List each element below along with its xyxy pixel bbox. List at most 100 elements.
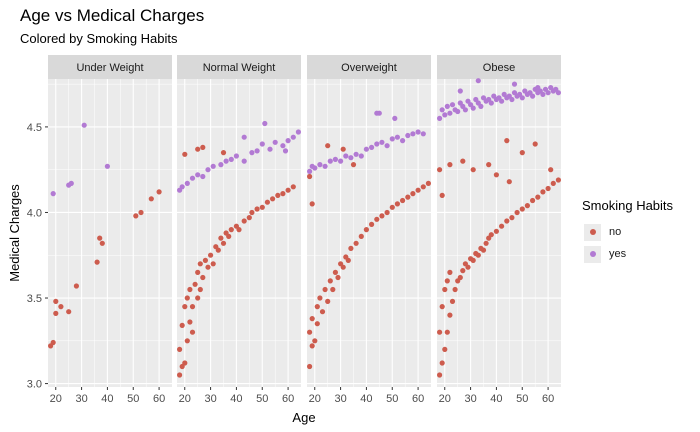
- x-tick-label: 30: [464, 393, 476, 405]
- data-point-yes: [410, 131, 416, 137]
- data-point-no: [465, 264, 471, 270]
- data-point-no: [335, 274, 341, 281]
- data-point-no: [254, 206, 260, 212]
- facet-strip: [177, 55, 301, 79]
- data-point-no: [309, 201, 315, 207]
- data-point-no: [483, 240, 489, 246]
- data-point-no: [200, 274, 206, 281]
- data-point-no: [499, 223, 505, 229]
- data-point-yes: [295, 129, 301, 135]
- data-point-no: [195, 146, 201, 152]
- data-point-yes: [81, 122, 87, 128]
- data-point-no: [327, 278, 333, 284]
- legend-item-yes: yes: [582, 243, 673, 265]
- y-tick-label: 4.0: [27, 207, 42, 219]
- legend-label-yes: yes: [609, 248, 627, 260]
- data-point-no: [488, 232, 494, 238]
- data-point-no: [369, 221, 375, 227]
- data-point-no: [548, 167, 554, 173]
- data-point-no: [309, 343, 315, 349]
- x-tick-label: 40: [101, 393, 113, 405]
- data-point-no: [410, 191, 416, 197]
- data-point-yes: [343, 153, 349, 159]
- data-point-no: [205, 264, 211, 270]
- data-point-no: [345, 257, 351, 263]
- x-tick-label: 30: [75, 393, 87, 405]
- data-point-yes: [179, 184, 185, 190]
- data-point-no: [208, 252, 214, 258]
- data-point-yes: [254, 148, 260, 154]
- legend-item-no: no: [582, 221, 673, 243]
- data-point-no: [148, 196, 154, 202]
- legend-title: Smoking Habits: [582, 198, 674, 213]
- data-point-yes: [374, 110, 380, 116]
- data-point-yes: [475, 78, 481, 84]
- data-point-no: [420, 184, 426, 190]
- data-point-no: [189, 304, 196, 310]
- data-point-no: [506, 179, 512, 185]
- data-point-no: [340, 264, 346, 270]
- data-point-no: [275, 192, 281, 198]
- x-tick-label: 30: [334, 393, 346, 405]
- facet-strip: [307, 55, 431, 79]
- data-point-no: [200, 144, 206, 150]
- data-point-yes: [439, 107, 445, 113]
- data-point-yes: [511, 81, 518, 87]
- data-point-no: [475, 252, 481, 258]
- data-point-yes: [415, 129, 421, 135]
- data-point-no: [285, 187, 291, 193]
- data-point-yes: [358, 153, 364, 159]
- data-point-yes: [444, 103, 450, 109]
- x-tick-label: 60: [153, 393, 165, 405]
- data-point-no: [264, 199, 270, 205]
- data-point-yes: [322, 163, 328, 169]
- data-point-yes: [392, 115, 398, 121]
- data-point-yes: [519, 95, 525, 101]
- data-point-no: [249, 209, 255, 216]
- data-point-no: [545, 185, 551, 192]
- data-point-no: [540, 189, 546, 195]
- data-point-no: [519, 206, 525, 212]
- data-point-no: [317, 295, 323, 301]
- x-tick-label: 50: [127, 393, 139, 405]
- data-point-yes: [353, 151, 359, 157]
- chart-title: Age vs Medical Charges: [20, 6, 205, 25]
- data-point-yes: [369, 144, 375, 150]
- data-point-yes: [442, 112, 448, 118]
- data-point-yes: [437, 115, 443, 121]
- data-point-no: [325, 298, 331, 304]
- data-point-no: [228, 227, 234, 233]
- data-point-no: [259, 204, 265, 210]
- chart-subtitle: Colored by Smoking Habits: [20, 31, 178, 46]
- data-point-no: [374, 216, 380, 222]
- data-point-yes: [228, 156, 234, 162]
- data-point-yes: [285, 138, 291, 144]
- y-tick-label: 3.5: [27, 293, 42, 305]
- y-tick-label: 4.5: [27, 122, 42, 134]
- data-point-yes: [470, 105, 476, 111]
- data-point-no: [220, 240, 227, 246]
- data-point-yes: [272, 139, 278, 145]
- data-point-no: [210, 261, 216, 267]
- data-point-yes: [200, 173, 206, 180]
- x-tick-label: 40: [360, 393, 372, 405]
- data-point-no: [504, 138, 510, 144]
- data-point-yes: [249, 150, 255, 156]
- x-tick-label: 40: [230, 393, 242, 405]
- data-point-yes: [509, 96, 515, 103]
- data-point-no: [189, 329, 196, 335]
- data-point-yes: [530, 93, 536, 99]
- data-point-no: [444, 329, 450, 335]
- data-point-no: [218, 235, 224, 241]
- y-axis-label: Medical Charges: [7, 184, 22, 282]
- x-tick-label: 20: [439, 393, 451, 405]
- data-point-no: [290, 184, 296, 190]
- data-point-no: [384, 209, 390, 216]
- data-point-no: [535, 194, 541, 200]
- data-point-yes: [241, 134, 247, 140]
- data-point-no: [156, 189, 162, 195]
- data-point-no: [524, 203, 531, 209]
- x-tick-label: 50: [516, 393, 528, 405]
- data-point-no: [307, 329, 313, 335]
